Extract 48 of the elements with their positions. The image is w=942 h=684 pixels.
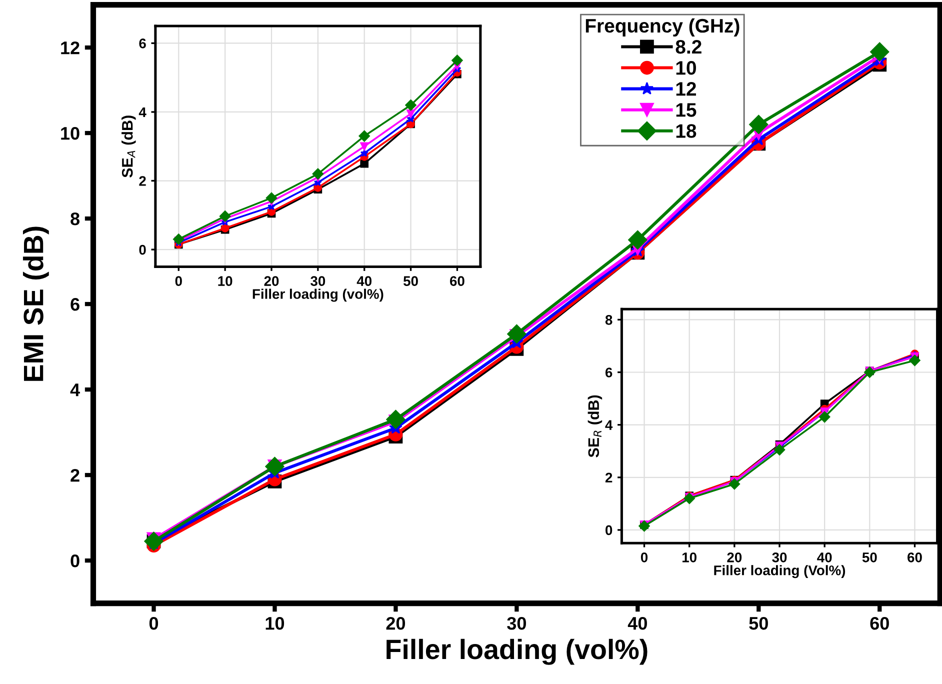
x-tick-label: 50 xyxy=(749,616,768,630)
x-tick-label: 0 xyxy=(149,616,158,630)
x-axis-title: Filler loading (vol%) xyxy=(386,638,648,665)
x-axis-title: Filler loading (Vol%) xyxy=(714,565,846,578)
y-tick-label: 8 xyxy=(70,212,80,226)
y-tick-label: 4 xyxy=(138,107,146,118)
y-tick-label: 0 xyxy=(139,244,146,255)
y-tick-label: 2 xyxy=(139,176,146,186)
y-tick-label: 0 xyxy=(606,525,612,536)
x-tick-label: 0 xyxy=(175,276,182,286)
x-tick-label: 50 xyxy=(403,276,418,286)
y-tick-label: 6 xyxy=(605,368,612,378)
y-tick-label: 10 xyxy=(61,126,80,140)
legend-title: Frequency (GHz) xyxy=(586,18,740,37)
legend-label: 18 xyxy=(676,124,696,138)
y-tick-label: 2 xyxy=(70,468,80,482)
x-tick-label: 40 xyxy=(356,276,372,286)
y-tick-label: 2 xyxy=(605,472,612,482)
x-tick-label: 0 xyxy=(640,552,648,562)
y-tick-label: 4 xyxy=(70,384,80,396)
y-tick-label: 8 xyxy=(605,315,612,325)
y-axis-title: SE$_{R}$ (dB) xyxy=(588,395,602,458)
x-tick-label: 50 xyxy=(862,552,877,562)
x-tick-label: 30 xyxy=(772,552,787,562)
x-tick-label: 30 xyxy=(310,276,326,286)
y-tick-label: 6 xyxy=(70,298,80,311)
legend-label: 10 xyxy=(676,61,696,75)
legend-label: 12 xyxy=(676,82,696,96)
x-tick-label: 60 xyxy=(870,616,889,630)
x-tick-label: 20 xyxy=(386,616,406,630)
y-tick-label: 4 xyxy=(605,420,613,430)
x-tick-label: 40 xyxy=(628,616,647,630)
x-tick-label: 10 xyxy=(218,276,232,286)
x-tick-label: 10 xyxy=(682,552,696,562)
legend-label: 15 xyxy=(676,103,696,117)
y-axis-title: SE$_{A}$ (dB) xyxy=(122,116,136,178)
y-tick-label: 6 xyxy=(139,38,146,48)
x-tick-label: 10 xyxy=(266,616,284,630)
x-tick-label: 20 xyxy=(727,552,742,562)
x-tick-label: 20 xyxy=(264,276,279,286)
y-tick-label: 12 xyxy=(61,41,80,54)
y-axis-title: EMI SE (dB) xyxy=(22,226,49,381)
x-tick-label: 60 xyxy=(450,276,464,286)
x-tick-label: 60 xyxy=(908,552,922,562)
x-tick-label: 40 xyxy=(817,552,832,562)
x-tick-label: 30 xyxy=(507,616,526,630)
legend-label: 8.2 xyxy=(676,40,702,54)
x-axis-title: Filler loading (vol%) xyxy=(252,288,384,302)
